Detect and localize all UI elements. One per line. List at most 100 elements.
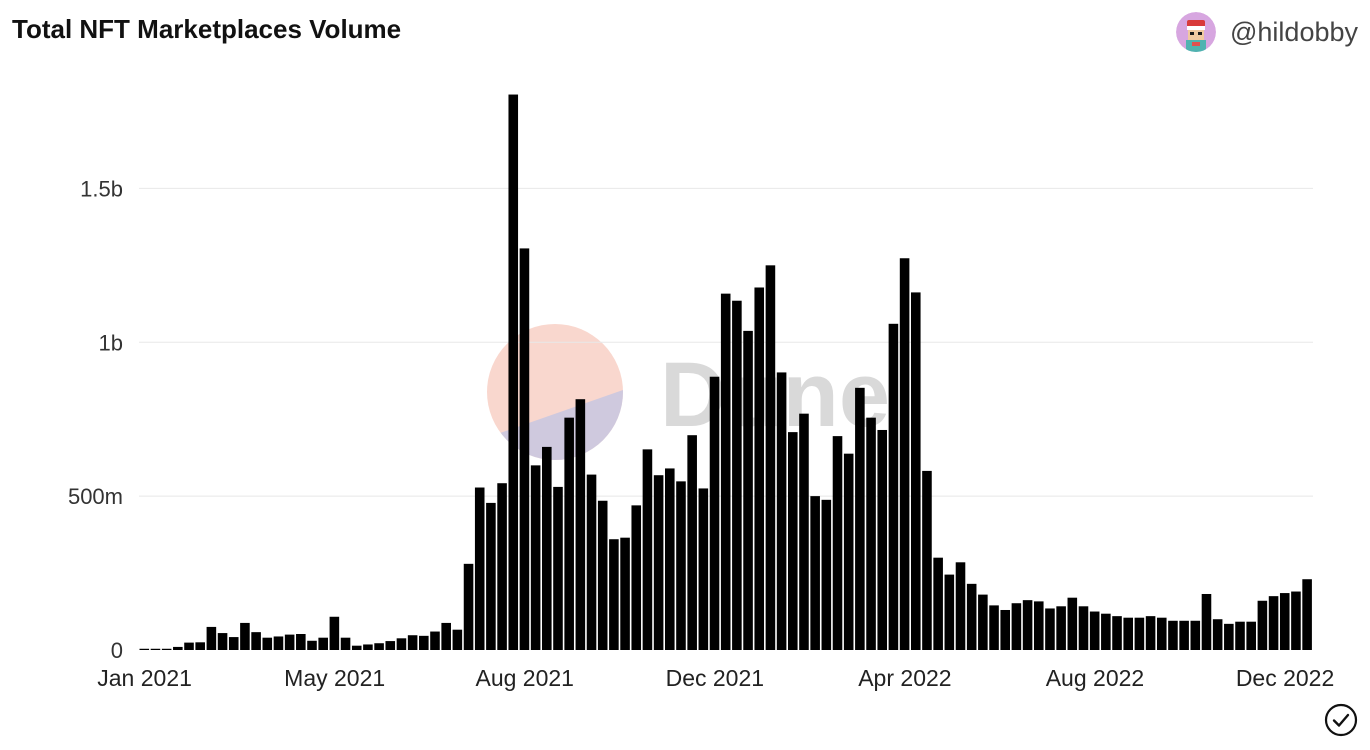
bar[interactable]	[1011, 603, 1022, 650]
bar[interactable]	[1224, 623, 1234, 650]
bar[interactable]	[296, 634, 306, 650]
bar[interactable]	[430, 631, 440, 650]
bar[interactable]	[653, 475, 664, 650]
bar[interactable]	[866, 417, 876, 650]
bar[interactable]	[642, 449, 653, 650]
bar[interactable]	[1291, 591, 1301, 650]
bar[interactable]	[251, 632, 261, 650]
bar[interactable]	[720, 293, 731, 650]
bar[interactable]	[173, 646, 183, 650]
bar[interactable]	[139, 648, 150, 650]
bar[interactable]	[1022, 600, 1033, 650]
bar[interactable]	[743, 330, 753, 650]
bar[interactable]	[687, 435, 697, 650]
bar[interactable]	[284, 634, 295, 650]
bar[interactable]	[1112, 616, 1122, 650]
bar[interactable]	[1145, 616, 1156, 650]
bar[interactable]	[620, 537, 630, 650]
bar[interactable]	[698, 488, 709, 650]
author-badge[interactable]: @hildobby	[1176, 10, 1358, 54]
bar[interactable]	[1123, 617, 1133, 650]
bar[interactable]	[530, 465, 541, 650]
bar[interactable]	[575, 399, 586, 650]
bar[interactable]	[1056, 606, 1066, 650]
bar[interactable]	[441, 622, 451, 650]
bar[interactable]	[676, 481, 686, 650]
bar[interactable]	[1156, 617, 1167, 650]
bar[interactable]	[788, 432, 798, 650]
bar[interactable]	[206, 626, 217, 650]
bar[interactable]	[184, 642, 194, 650]
bar[interactable]	[855, 387, 865, 650]
bar[interactable]	[1000, 609, 1011, 650]
bar[interactable]	[195, 642, 205, 650]
bar[interactable]	[810, 496, 820, 650]
bar[interactable]	[419, 635, 429, 650]
bar[interactable]	[832, 436, 843, 650]
bar[interactable]	[1168, 620, 1178, 650]
bar[interactable]	[665, 468, 675, 650]
bar[interactable]	[1033, 601, 1044, 650]
bar[interactable]	[899, 258, 910, 650]
bar[interactable]	[542, 446, 552, 650]
bar[interactable]	[978, 594, 988, 650]
bar[interactable]	[843, 453, 854, 650]
bar[interactable]	[586, 474, 597, 650]
bar[interactable]	[922, 470, 932, 650]
bar[interactable]	[363, 644, 373, 650]
bar[interactable]	[799, 413, 809, 650]
bar[interactable]	[161, 648, 172, 650]
bar[interactable]	[228, 637, 239, 650]
bar[interactable]	[1201, 593, 1212, 650]
bar[interactable]	[933, 557, 943, 650]
bar[interactable]	[732, 300, 742, 650]
verified-badge[interactable]	[1324, 703, 1358, 742]
bar[interactable]	[1246, 621, 1256, 650]
bar[interactable]	[318, 637, 328, 650]
bar[interactable]	[374, 643, 384, 650]
bar[interactable]	[240, 622, 250, 650]
bar[interactable]	[821, 499, 832, 650]
bar[interactable]	[966, 583, 977, 650]
bar[interactable]	[553, 486, 563, 650]
bar[interactable]	[989, 605, 999, 650]
bar[interactable]	[340, 637, 351, 650]
bar[interactable]	[564, 417, 574, 650]
bar[interactable]	[1179, 620, 1189, 650]
bar[interactable]	[631, 505, 642, 650]
bar[interactable]	[385, 641, 396, 650]
bar[interactable]	[1212, 619, 1223, 650]
author-avatar[interactable]	[1176, 12, 1216, 52]
author-handle[interactable]: @hildobby	[1230, 16, 1358, 47]
bar[interactable]	[351, 645, 362, 650]
bar[interactable]	[597, 500, 608, 650]
bar[interactable]	[609, 539, 619, 650]
bar[interactable]	[262, 637, 273, 650]
bar[interactable]	[1190, 620, 1201, 650]
bar[interactable]	[1235, 621, 1245, 650]
bar[interactable]	[508, 94, 519, 651]
bar[interactable]	[944, 574, 955, 650]
bar[interactable]	[888, 323, 899, 650]
bar[interactable]	[1134, 617, 1145, 650]
bar[interactable]	[1302, 579, 1312, 650]
bar[interactable]	[452, 629, 463, 650]
bar[interactable]	[765, 265, 776, 650]
bar[interactable]	[910, 292, 921, 650]
bar[interactable]	[1045, 608, 1055, 650]
bar[interactable]	[497, 483, 507, 650]
bar[interactable]	[217, 633, 228, 650]
bar[interactable]	[1067, 597, 1078, 650]
bar[interactable]	[877, 429, 888, 650]
bar[interactable]	[1268, 596, 1279, 650]
bar[interactable]	[273, 636, 284, 650]
bar[interactable]	[307, 640, 317, 650]
bar[interactable]	[955, 562, 966, 650]
bar[interactable]	[396, 638, 407, 650]
bar[interactable]	[776, 372, 787, 650]
bar[interactable]	[519, 248, 530, 650]
bar[interactable]	[486, 502, 496, 650]
bar[interactable]	[709, 376, 720, 650]
bar[interactable]	[1279, 593, 1290, 650]
bar[interactable]	[754, 287, 765, 650]
